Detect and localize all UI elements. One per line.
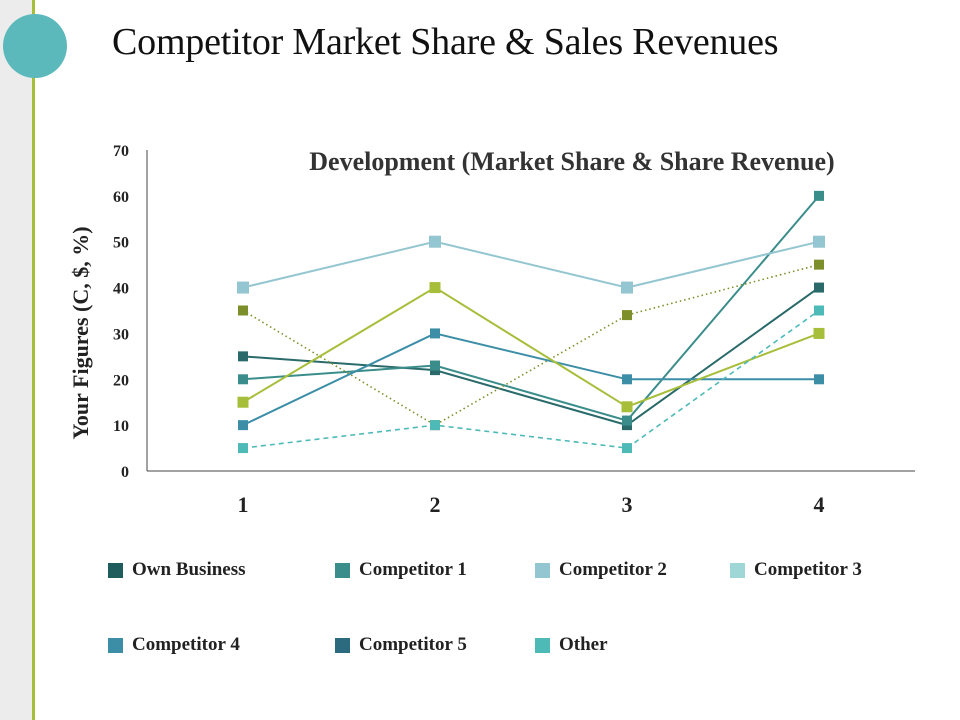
y-ticks: 0 10 20 30 40 50 60 70 — [113, 143, 129, 481]
legend-swatch — [108, 637, 123, 653]
data-point-competitor-5 — [813, 327, 825, 339]
data-point-other — [430, 420, 440, 431]
series-line-other — [242, 309, 820, 449]
legend-swatch — [730, 562, 745, 578]
legend-label: Own Business — [132, 559, 246, 580]
legend-item-own-business: Own Business — [108, 559, 246, 581]
legend-label: Competitor 5 — [359, 634, 467, 655]
page-title: Competitor Market Share & Sales Revenues — [112, 21, 779, 63]
data-point-competitor-1 — [622, 415, 632, 426]
series-lines — [242, 195, 820, 449]
series-line-competitor-3 — [242, 263, 820, 427]
x-tick-label: 3 — [622, 492, 633, 517]
data-point-own-business — [814, 282, 824, 293]
legend-item-other: Other — [535, 634, 608, 656]
y-tick-label: 70 — [113, 143, 129, 160]
y-axis-label: Your Figures (C, $, %) — [68, 226, 93, 439]
legend-item-competitor-3: Competitor 3 — [730, 559, 862, 581]
legend-item-competitor-4: Competitor 4 — [108, 634, 240, 656]
data-point-competitor-1 — [814, 190, 824, 201]
data-point-competitor-4 — [430, 328, 440, 339]
series-line-competitor-1 — [242, 195, 820, 422]
series-line-competitor-2 — [242, 240, 820, 289]
data-point-competitor-5 — [237, 396, 249, 408]
x-ticks: 1 2 3 4 — [238, 492, 825, 517]
y-tick-label: 10 — [113, 418, 129, 435]
data-point-competitor-5 — [621, 401, 633, 413]
legend-swatch — [535, 562, 550, 578]
legend-label: Competitor 2 — [559, 559, 667, 580]
data-point-competitor-3 — [814, 259, 824, 270]
legend-label: Competitor 1 — [359, 559, 467, 580]
data-point-competitor-4 — [814, 374, 824, 385]
y-tick-label: 60 — [113, 189, 129, 206]
legend-swatch — [535, 637, 550, 653]
series-line-competitor-5 — [242, 286, 820, 408]
accent-line — [32, 0, 35, 720]
data-point-competitor-2 — [429, 235, 441, 248]
legend-label: Competitor 3 — [754, 559, 862, 580]
data-point-competitor-3 — [622, 310, 632, 321]
y-tick-label: 40 — [113, 281, 129, 298]
x-tick-label: 2 — [430, 492, 441, 517]
data-point-other — [238, 443, 248, 454]
legend-swatch — [335, 637, 350, 653]
data-point-competitor-2 — [621, 281, 633, 294]
series-markers — [237, 190, 825, 454]
y-tick-label: 0 — [121, 464, 129, 481]
y-tick-label: 50 — [113, 235, 129, 252]
data-point-competitor-2 — [813, 235, 825, 248]
data-point-own-business — [238, 351, 248, 362]
legend-item-competitor-5: Competitor 5 — [335, 634, 467, 656]
decorative-circle — [3, 14, 67, 78]
data-point-competitor-4 — [622, 374, 632, 385]
legend-item-competitor-2: Competitor 2 — [535, 559, 667, 581]
data-point-other — [622, 443, 632, 454]
y-tick-label: 20 — [113, 372, 129, 389]
left-panel — [0, 0, 33, 720]
legend-label: Competitor 4 — [132, 634, 240, 655]
data-point-competitor-1 — [430, 360, 440, 371]
y-tick-label: 30 — [113, 326, 129, 343]
data-point-competitor-4 — [238, 420, 248, 431]
legend-swatch — [335, 562, 350, 578]
x-tick-label: 1 — [238, 492, 249, 517]
data-point-competitor-3 — [238, 305, 248, 316]
data-point-competitor-2 — [237, 281, 249, 294]
legend-item-competitor-1: Competitor 1 — [335, 559, 467, 581]
x-tick-label: 4 — [814, 492, 825, 517]
data-point-competitor-1 — [238, 374, 248, 385]
legend-label: Other — [559, 634, 608, 655]
chart-title: Development (Market Share & Share Revenu… — [309, 147, 834, 176]
data-point-competitor-5 — [429, 282, 441, 294]
legend-swatch — [108, 562, 123, 578]
series-line-own-business — [242, 286, 820, 427]
data-point-other — [814, 305, 824, 316]
